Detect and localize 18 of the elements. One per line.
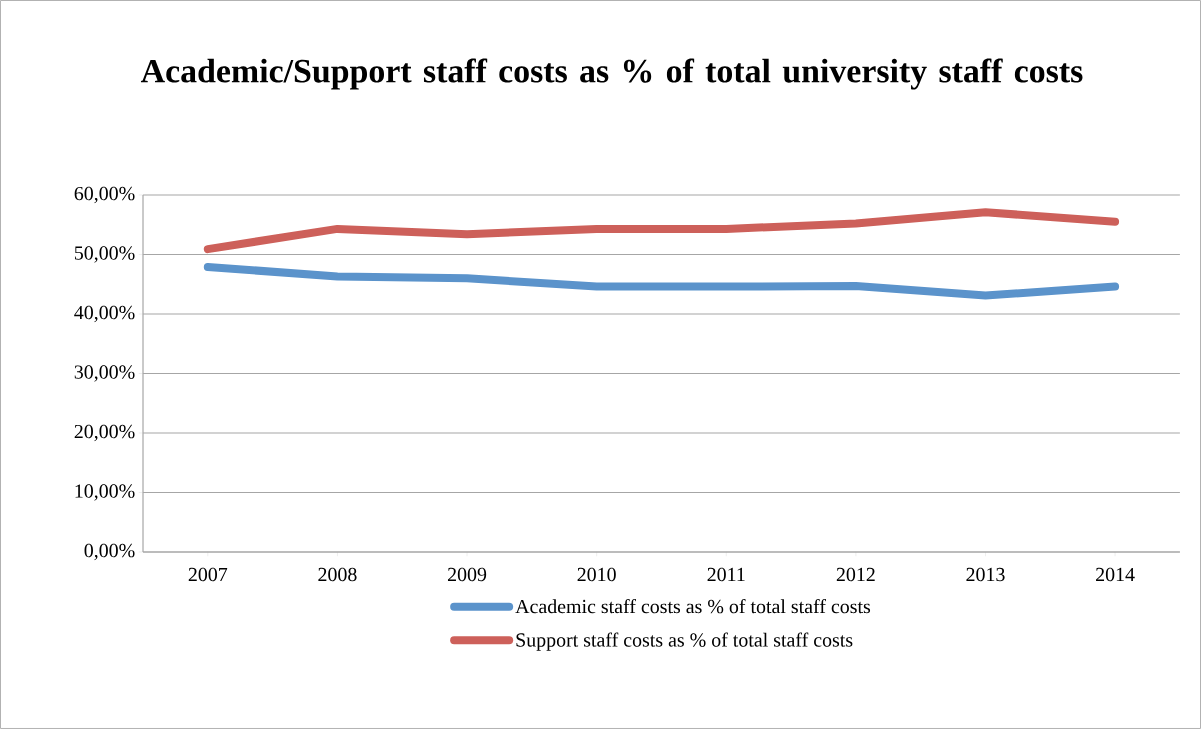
y-tick-label: 40,00% — [74, 305, 135, 323]
x-tick-label: 2014 — [1096, 567, 1135, 582]
legend-label: Academic staff costs as % of total staff costs — [515, 599, 871, 614]
y-tick-label: 60,00% — [74, 186, 135, 204]
x-tick-label: 2013 — [966, 567, 1005, 582]
y-tick-label: 20,00% — [74, 424, 135, 442]
x-tick-label: 2010 — [577, 567, 616, 582]
x-tick-label: 2009 — [447, 567, 487, 582]
chart-title: Academic/Support staff costs as % of total university staff costs — [140, 58, 1083, 90]
x-tick-label: 2007 — [188, 567, 228, 582]
y-tick-label: 30,00% — [74, 365, 135, 382]
x-tick-label: 2011 — [707, 567, 745, 582]
y-tick-label: 50,00% — [74, 246, 135, 263]
y-tick-label: 0,00% — [84, 543, 135, 561]
x-tick-label: 2008 — [318, 567, 357, 582]
x-tick-label: 2012 — [836, 567, 875, 582]
legend-label: Support staff costs as % of total staff costs — [516, 632, 853, 651]
y-tick-label: 10,00% — [75, 484, 135, 501]
